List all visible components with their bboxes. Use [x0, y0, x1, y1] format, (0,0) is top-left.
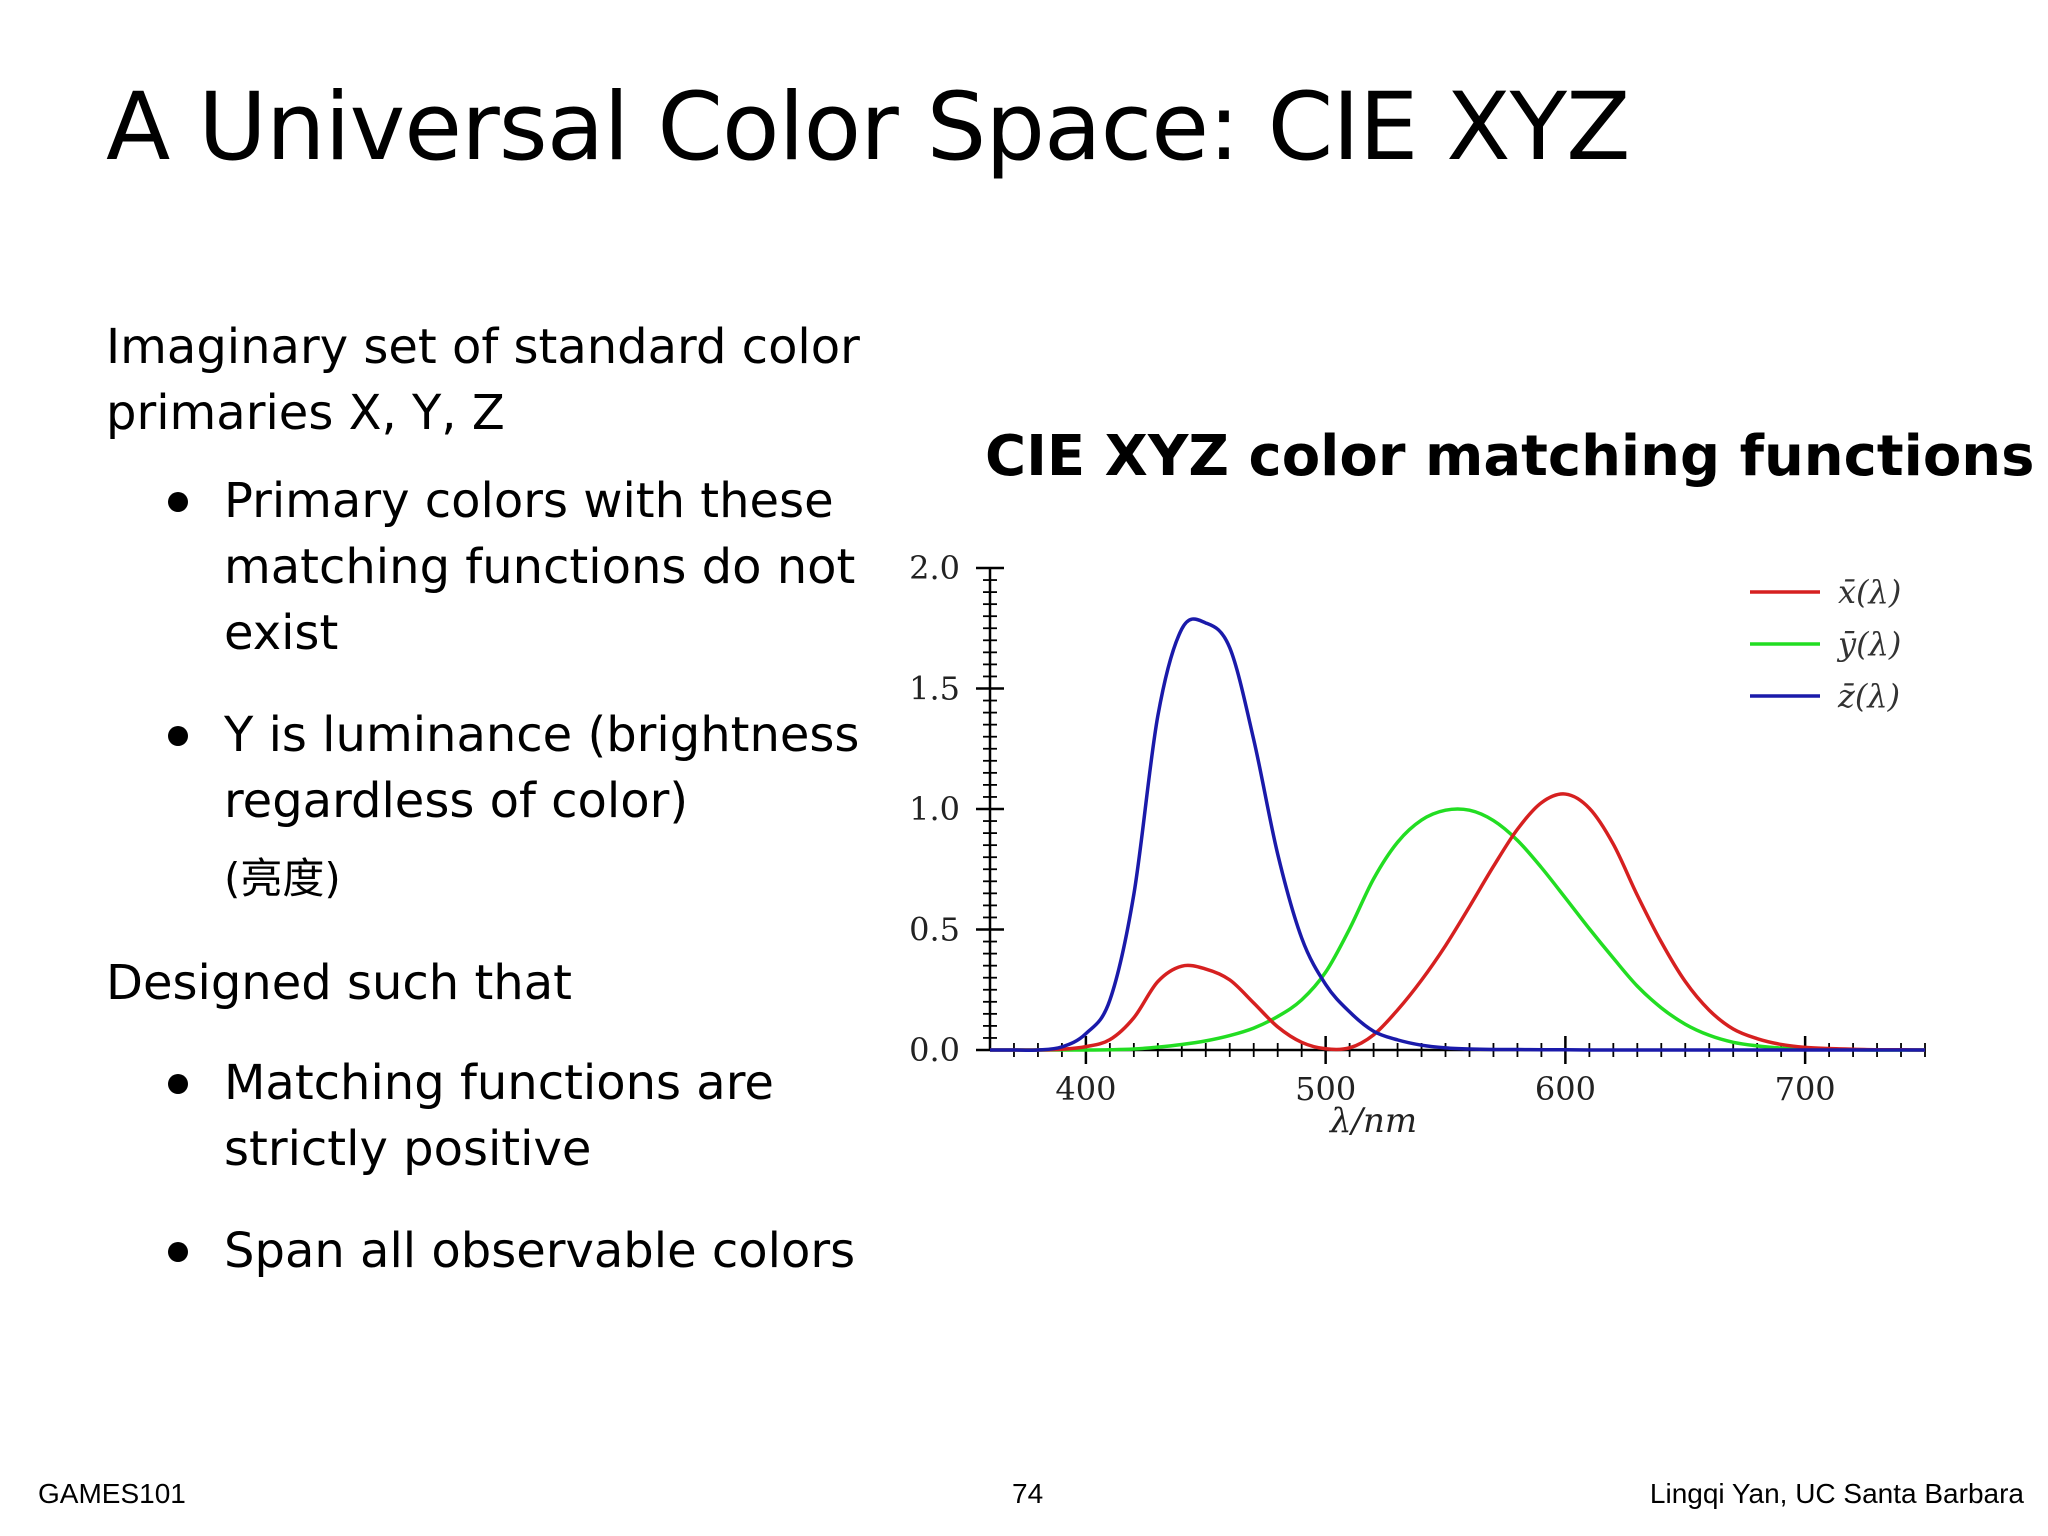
x-tick-label: 500 — [1295, 1070, 1356, 1108]
slide-body: Imaginary set of standard color primarie… — [106, 314, 866, 1284]
y-tick-label: 1.5 — [909, 670, 960, 708]
footer-author: Lingqi Yan, UC Santa Barbara — [1649, 1478, 2024, 1509]
series-line — [990, 617, 1925, 1052]
bullet-text: Matching functions are strictly positive — [224, 1055, 774, 1177]
designed-text: Designed such that — [106, 955, 572, 1011]
series-line — [990, 807, 1925, 1052]
legend-label: ȳ(λ) — [1836, 625, 1901, 663]
y-tick-label: 0.5 — [909, 911, 960, 949]
intro-text: Imaginary set of standard color primarie… — [106, 319, 860, 441]
bullet-dot-icon — [168, 1242, 188, 1262]
series-line — [990, 792, 1926, 1052]
luminance-note: (亮度) — [224, 854, 341, 903]
bullet-item: Y is luminance (brightness regardless of… — [106, 702, 866, 834]
y-tick-label: 1.0 — [909, 790, 960, 828]
bullet-list-2: Matching functions are strictly positive… — [106, 1050, 866, 1284]
x-axis-label: λ/nm — [1328, 1101, 1417, 1141]
bullet-dot-icon — [168, 492, 188, 512]
footer-page-number: 74 — [1012, 1478, 1044, 1509]
bullet-text: Primary colors with these matching funct… — [224, 473, 856, 661]
y-tick-label: 2.0 — [909, 549, 960, 587]
bullet-item: Matching functions are strictly positive — [106, 1050, 866, 1182]
bullet-item: Primary colors with these matching funct… — [106, 468, 866, 666]
bullet-item: Span all observable colors — [106, 1218, 866, 1284]
bullet-text: Span all observable colors — [224, 1223, 856, 1279]
bullet-list-1: Primary colors with these matching funct… — [106, 468, 866, 834]
x-tick-label: 600 — [1535, 1070, 1596, 1108]
x-tick-label: 400 — [1055, 1070, 1116, 1108]
legend-label: x̄(λ) — [1838, 573, 1901, 611]
footer-course: GAMES101 — [38, 1478, 186, 1509]
bullet-text: Y is luminance (brightness regardless of… — [224, 707, 860, 829]
x-tick-label: 700 — [1775, 1070, 1836, 1108]
bullet-dot-icon — [168, 1074, 188, 1094]
legend-label: z̄(λ) — [1837, 677, 1900, 715]
y-tick-label: 0.0 — [909, 1031, 960, 1069]
bullet-dot-icon — [168, 726, 188, 746]
chart-title: CIE XYZ color matching functions — [985, 424, 2035, 489]
color-matching-chart: 0.0 0.5 1.0 1.5 2.0 400 500 600 700 λ/nm x̄(λ) ȳ(λ)… — [909, 549, 1926, 1141]
slide-title: A Universal Color Space: CIE XYZ — [106, 73, 1630, 182]
